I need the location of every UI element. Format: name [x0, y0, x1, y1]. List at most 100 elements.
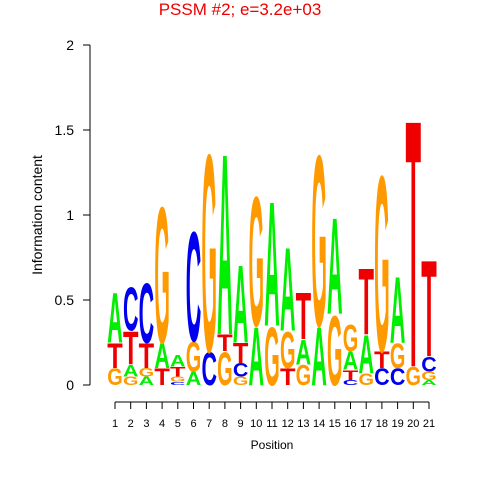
y-tick-label: 1: [66, 207, 74, 223]
logo-letter-t: T: [139, 336, 155, 376]
x-tick-label: 9: [238, 418, 244, 430]
y-axis-label: Information content: [29, 155, 45, 275]
logo-column-8: GTA: [217, 100, 233, 395]
logo-letter-t: T: [358, 248, 374, 355]
x-tick-label: 4: [159, 418, 165, 430]
logo-letter-c: C: [390, 364, 405, 390]
logo-letter-g: G: [107, 363, 122, 390]
logo-letter-c: C: [170, 381, 185, 386]
x-tick-label: 20: [407, 418, 419, 430]
y-tick-label: 0: [66, 377, 74, 393]
logo-letter-a: A: [154, 337, 170, 377]
logo-letter-t: T: [343, 367, 359, 383]
chart-title: PSSM #2; e=3.2e+03: [159, 0, 322, 19]
logo-letter-c: C: [139, 267, 154, 362]
logo-letter-a: A: [311, 310, 326, 403]
logo-letter-g: G: [186, 334, 201, 381]
x-tick-label: 16: [344, 418, 356, 430]
y-tick-label: 1.5: [55, 122, 75, 138]
logo-column-11: GA: [264, 164, 280, 403]
x-tick-label: 6: [190, 418, 196, 430]
logo-letter-a: A: [233, 243, 249, 368]
logo-letter-t: T: [123, 323, 138, 375]
logo-letter-c: C: [233, 361, 249, 382]
x-tick-label: 5: [175, 418, 181, 430]
logo-letter-t: T: [233, 338, 249, 370]
logo-letter-g: G: [343, 318, 358, 359]
logo-letter-c: C: [343, 379, 359, 387]
logo-letter-a: A: [327, 189, 342, 343]
logo-letter-g: G: [296, 361, 311, 392]
logo-letter-a: A: [421, 379, 437, 387]
x-axis: 1 2 3 4 5 6 7 8 9 10 11 12 13 14 15 16 17 18 19 20 21: [112, 401, 435, 430]
y-tick-label: 0.5: [55, 292, 75, 308]
logo-column-20: GT: [406, 48, 421, 443]
y-axis-ticks: 0 0.5 1 1.5 2: [55, 37, 90, 393]
logo-letter-a: A: [343, 347, 359, 377]
logo-letter-a: A: [249, 310, 264, 403]
x-axis-label: Position: [251, 438, 294, 452]
logo-column-19: CGA: [390, 257, 405, 390]
logo-column-1: GTA: [107, 279, 123, 391]
logo-letter-g: G: [406, 361, 421, 390]
x-tick-label: 2: [128, 418, 134, 430]
logo-column-4: TAG: [154, 168, 170, 391]
x-tick-label: 11: [266, 418, 277, 430]
x-tick-label: 15: [329, 418, 341, 430]
logo-letter-g: G: [154, 168, 169, 385]
logo-letter-a: A: [296, 333, 312, 373]
logo-letter-t: T: [421, 231, 436, 385]
logo-letter-t: T: [374, 348, 390, 374]
x-tick-label: 12: [282, 418, 294, 430]
logo-letter-t: T: [217, 331, 233, 357]
logo-letter-g: G: [217, 342, 232, 395]
logo-letter-g: G: [233, 375, 248, 388]
logo-letter-t: T: [170, 364, 186, 380]
logo-column-18: CTG: [374, 123, 390, 405]
logo-letter-c: C: [186, 199, 201, 374]
logo-letter-g: G: [280, 322, 295, 380]
logo-letter-g: G: [358, 370, 373, 389]
logo-letter-t: T: [107, 336, 123, 376]
logo-letter-g: G: [123, 375, 138, 388]
logo-letter-a: A: [264, 164, 280, 363]
x-tick-label: 21: [423, 418, 435, 430]
logo-letter-c: C: [421, 352, 437, 376]
logo-letter-g: G: [264, 309, 279, 403]
logo-letter-a: A: [358, 323, 373, 385]
logo-column-14: AG: [311, 104, 326, 403]
logo-letter-g: G: [374, 123, 389, 405]
logo-letter-a: A: [217, 100, 232, 389]
logo-letter-t: T: [296, 278, 312, 353]
logo-letter-g: G: [249, 158, 264, 365]
x-tick-label: 3: [143, 418, 149, 430]
logo-column-7: CG: [201, 97, 216, 412]
logo-letter-a: A: [170, 352, 186, 370]
logo-letter-g: G: [390, 337, 405, 376]
logo-letter-g: G: [311, 104, 326, 377]
x-axis-ticks: 1 2 3 4 5 6 7 8 9 10 11 12 13 14 15 16 17 18 19 20 21: [112, 402, 435, 430]
logo-letter-g: G: [421, 370, 436, 383]
logo-column-15: GA: [327, 189, 342, 407]
x-tick-label: 13: [297, 418, 309, 430]
logo-letter-a: A: [186, 369, 202, 390]
x-tick-label: 19: [391, 418, 403, 430]
x-tick-label: 14: [313, 418, 325, 430]
logo-letter-c: C: [374, 364, 389, 390]
logo-letter-a: A: [107, 279, 122, 359]
y-axis: 0 0.5 1 1.5 2: [55, 37, 91, 393]
x-tick-label: 7: [206, 418, 212, 430]
logo-letter-a: A: [123, 363, 139, 381]
y-tick-label: 2: [66, 37, 74, 53]
logo-letter-g: G: [327, 296, 342, 407]
x-tick-label: 18: [376, 418, 388, 430]
logo-letter-a: A: [280, 225, 296, 357]
logo-column-10: AG: [249, 158, 264, 403]
x-tick-label: 10: [250, 418, 262, 430]
